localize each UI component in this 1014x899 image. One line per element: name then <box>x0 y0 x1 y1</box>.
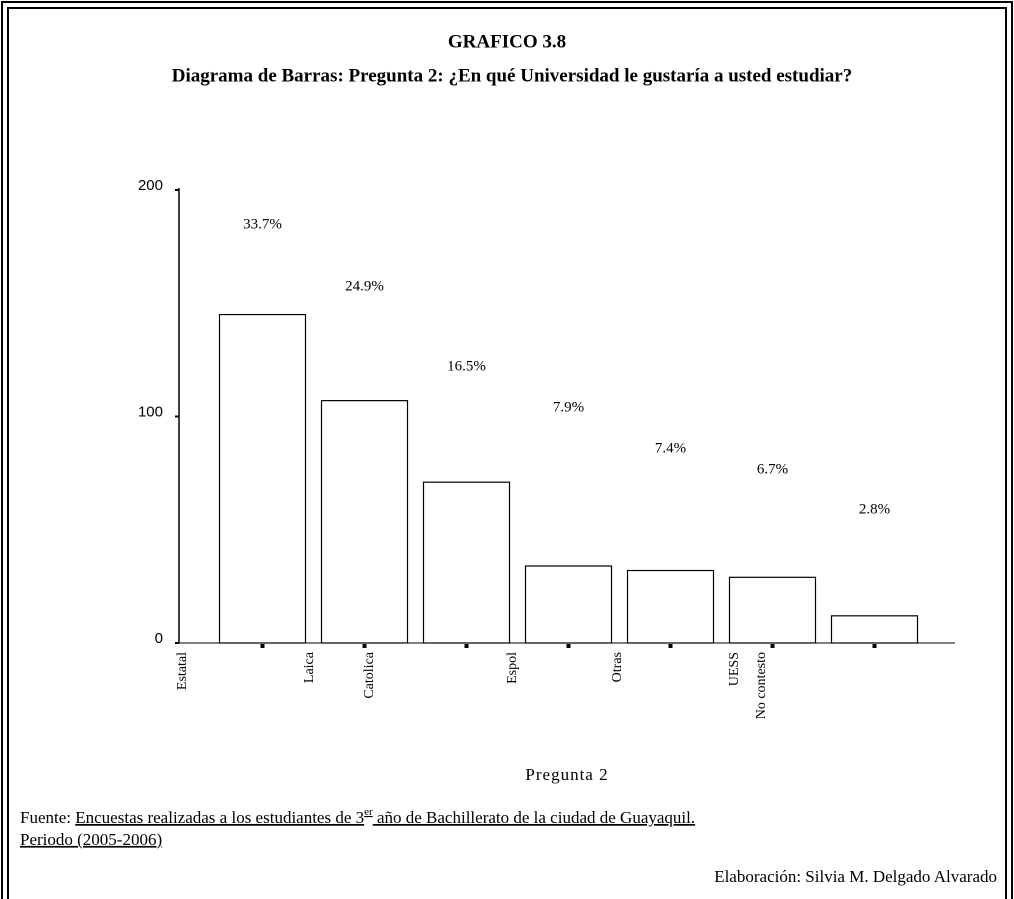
value-label: 2.8% <box>859 501 890 517</box>
x-tick-label: Catolica <box>362 651 377 698</box>
bar <box>524 565 613 644</box>
x-tick-label: UESS <box>727 652 742 686</box>
inner-frame <box>7 7 1007 899</box>
source-prefix: Fuente: <box>20 808 75 827</box>
x-tick-label: Otras <box>610 652 625 682</box>
value-label: 16.5% <box>447 358 486 374</box>
value-label: 24.9% <box>345 278 384 294</box>
y-tick-label: 100 <box>138 403 163 420</box>
bar <box>728 576 817 644</box>
x-axis-label: Pregunta 2 <box>525 765 608 784</box>
source-rest: año de Bachillerato de la ciudad de Guay… <box>373 808 695 827</box>
value-label: 33.7% <box>243 216 282 232</box>
bar <box>320 400 409 644</box>
y-tick-label: 0 <box>155 630 163 647</box>
source: Fuente: Encuestas realizadas a los estud… <box>20 806 695 827</box>
x-tick-label: Laica <box>302 651 317 683</box>
x-tick <box>566 644 571 648</box>
x-tick <box>770 644 775 648</box>
source-sup: er <box>364 806 373 818</box>
x-tick <box>362 644 367 648</box>
bar <box>626 569 715 644</box>
chart-title: GRAFICO 3.8 <box>448 31 566 52</box>
bar <box>218 313 307 644</box>
y-tick-label: 200 <box>138 177 163 194</box>
source-period: Periodo (2005-2006) <box>20 830 162 849</box>
bar <box>422 481 511 644</box>
source-main: Encuestas realizadas a los estudiantes d… <box>75 808 364 827</box>
value-label: 7.4% <box>655 440 686 456</box>
x-tick-label: Espol <box>505 652 520 684</box>
x-tick <box>464 644 469 648</box>
value-label: 7.9% <box>553 399 584 415</box>
credit: Elaboración: Silvia M. Delgado Alvarado <box>714 867 997 886</box>
x-tick-label: Estatal <box>175 652 190 690</box>
bar <box>830 615 919 644</box>
x-tick <box>260 644 265 648</box>
value-label: 6.7% <box>757 461 788 477</box>
x-tick <box>872 644 877 648</box>
x-tick-label: No contesto <box>754 652 769 719</box>
x-tick <box>668 644 673 648</box>
chart-subtitle: Diagrama de Barras: Pregunta 2: ¿En qué … <box>172 65 852 86</box>
